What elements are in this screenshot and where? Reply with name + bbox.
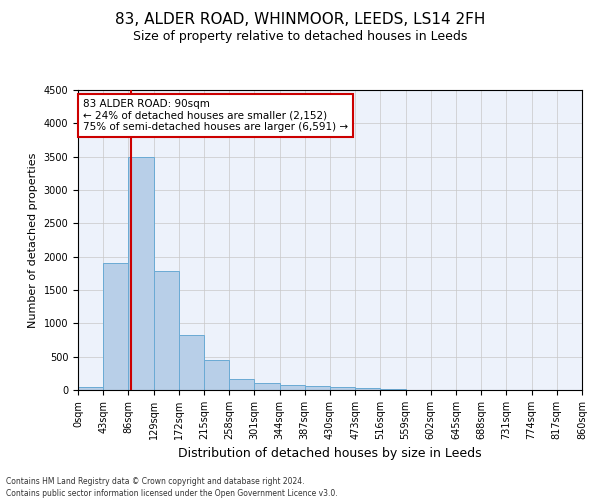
Text: Size of property relative to detached houses in Leeds: Size of property relative to detached ho… — [133, 30, 467, 43]
Bar — [154, 272, 179, 390]
Bar — [128, 156, 154, 390]
Text: 83, ALDER ROAD, WHINMOOR, LEEDS, LS14 2FH: 83, ALDER ROAD, WHINMOOR, LEEDS, LS14 2F… — [115, 12, 485, 28]
Bar — [103, 264, 128, 390]
Bar — [330, 388, 355, 390]
Y-axis label: Number of detached properties: Number of detached properties — [28, 152, 38, 328]
Bar — [355, 388, 380, 390]
Bar — [78, 386, 103, 390]
Bar — [229, 380, 254, 390]
Text: Contains HM Land Registry data © Crown copyright and database right 2024.: Contains HM Land Registry data © Crown c… — [6, 477, 305, 486]
Text: Contains public sector information licensed under the Open Government Licence v3: Contains public sector information licen… — [6, 488, 338, 498]
Text: 83 ALDER ROAD: 90sqm
← 24% of detached houses are smaller (2,152)
75% of semi-de: 83 ALDER ROAD: 90sqm ← 24% of detached h… — [83, 99, 348, 132]
Bar — [280, 386, 305, 390]
Bar — [179, 334, 204, 390]
Bar — [254, 384, 280, 390]
Bar — [204, 360, 229, 390]
X-axis label: Distribution of detached houses by size in Leeds: Distribution of detached houses by size … — [178, 448, 482, 460]
Bar — [305, 386, 330, 390]
